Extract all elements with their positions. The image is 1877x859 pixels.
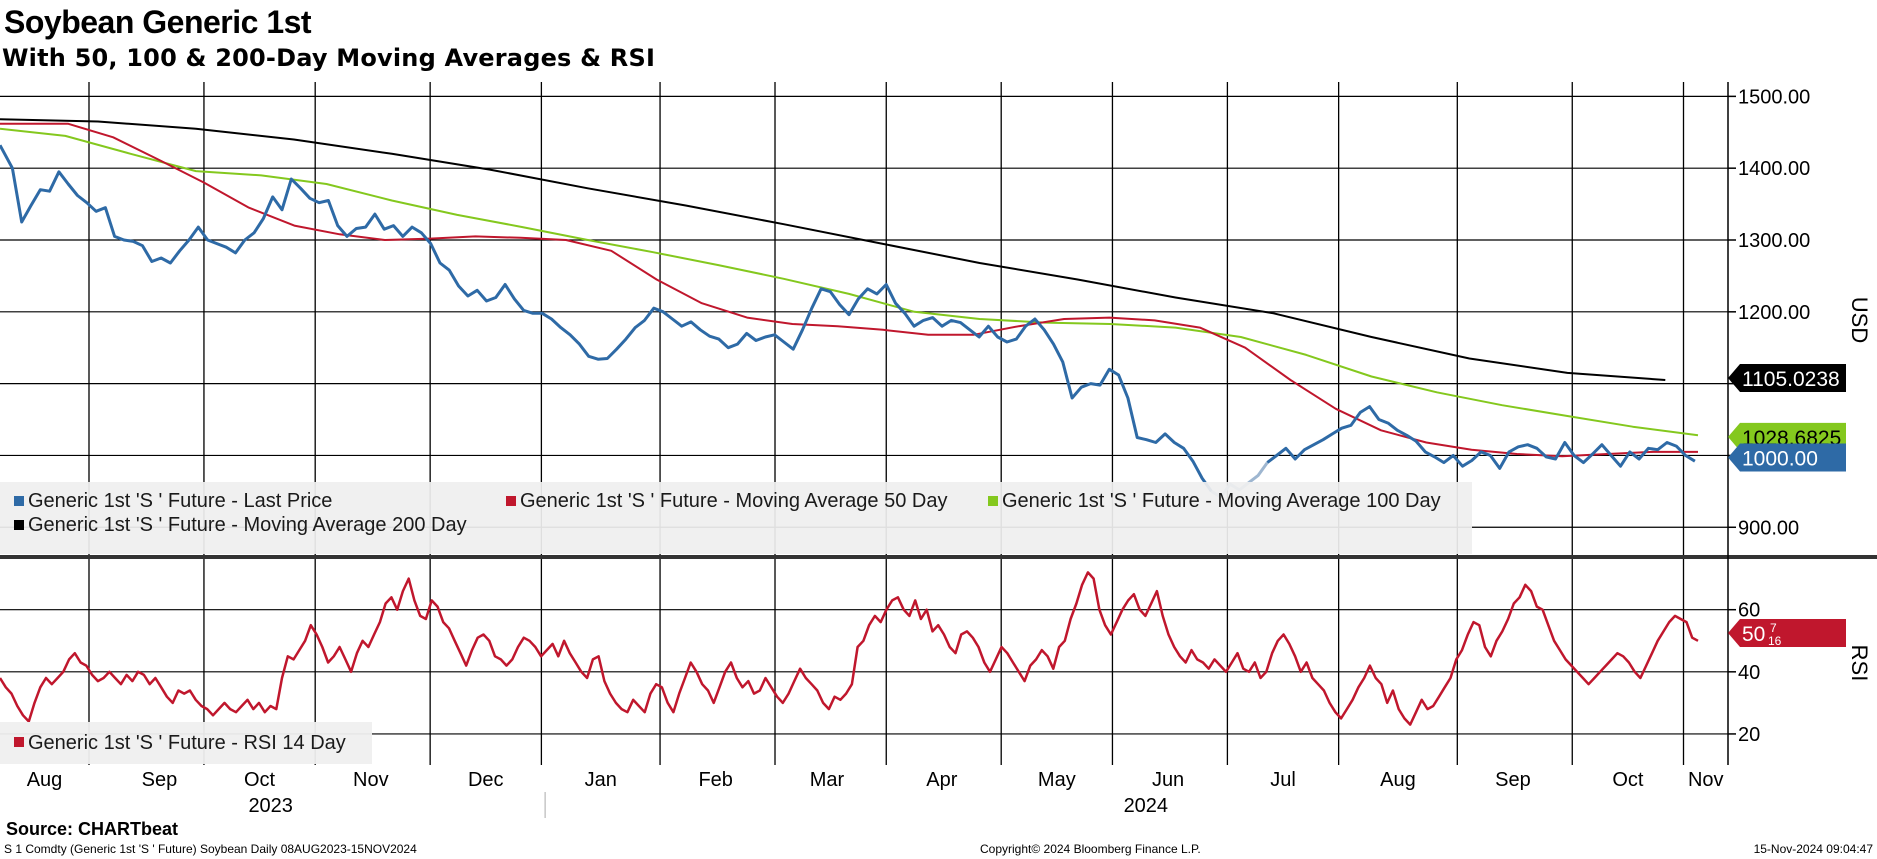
rsi-legend-box [0, 722, 372, 764]
legend-label-ma50: Generic 1st 'S ' Future - Moving Average… [520, 490, 947, 512]
series-line-price [0, 144, 1213, 493]
rsi-flag-den: 16 [1768, 634, 1782, 648]
chart-subtitle: With 50, 100 & 200-Day Moving Averages &… [2, 44, 656, 72]
series-lines [0, 118, 1699, 726]
x-year-label: 2023 [248, 795, 293, 817]
price-tick-label: 1400.00 [1738, 158, 1810, 180]
price-tick-label: 1200.00 [1738, 302, 1810, 324]
x-month-label: Feb [698, 769, 732, 791]
flag-shape [1728, 443, 1846, 472]
series-line-ma50 [0, 122, 1698, 458]
footer-copyright: Copyright© 2024 Bloomberg Finance L.P. [980, 842, 1201, 856]
rsi-tick-label: 20 [1738, 724, 1760, 746]
legend: Generic 1st 'S ' Future - Last Price Gene… [0, 482, 1472, 764]
legend-swatch-ma100 [988, 496, 998, 506]
flag-label-ma200: 1105.0238 [1742, 368, 1840, 391]
legend-label-ma100: Generic 1st 'S ' Future - Moving Average… [1002, 490, 1441, 512]
legend-label-price: Generic 1st 'S ' Future - Last Price [28, 490, 332, 512]
x-year-label: 2024 [1124, 795, 1169, 817]
x-month-label: Aug [27, 769, 63, 791]
chart-title: Soybean Generic 1st [4, 4, 312, 40]
source-note: Source: CHARTbeat [6, 819, 179, 839]
x-month-label: Sep [142, 769, 178, 791]
price-tick-label: 1300.00 [1738, 230, 1810, 252]
x-month-label: Oct [1612, 769, 1644, 791]
series-line-ma100 [0, 127, 1699, 437]
flag-shape [1728, 619, 1846, 647]
legend-swatch-ma200 [14, 520, 24, 530]
grid [0, 82, 1728, 765]
x-month-label: Aug [1380, 769, 1416, 791]
series-line-rsi [0, 571, 1699, 726]
last-value-flag-rsi: 50 716 [1728, 619, 1846, 648]
flag-label-price: 1000.00 [1742, 447, 1818, 470]
legend-label-ma200: Generic 1st 'S ' Future - Moving Average… [28, 514, 467, 536]
x-month-label: Apr [926, 769, 957, 791]
x-month-label: Oct [244, 769, 276, 791]
footer-timestamp: 15-Nov-2024 09:04:47 [1753, 842, 1873, 856]
rsi-flag-num: 7 [1770, 621, 1777, 635]
legend-swatch-price [14, 496, 24, 506]
footer-ticker: S 1 Comdty (Generic 1st 'S ' Future) Soy… [4, 842, 417, 856]
x-month-label: Sep [1495, 769, 1531, 791]
price-tick-label: 900.00 [1738, 517, 1799, 539]
flag-shape [1728, 364, 1846, 393]
last-value-flag-price: 1000.00 [1728, 443, 1846, 472]
x-month-label: Jan [585, 769, 617, 791]
x-month-label: Jul [1270, 769, 1296, 791]
legend-swatch-rsi [14, 737, 24, 747]
x-month-label: Mar [810, 769, 845, 791]
x-month-label: Nov [1688, 769, 1724, 791]
legend-label-rsi: Generic 1st 'S ' Future - RSI 14 Day [28, 732, 346, 754]
rsi-tick-label: 40 [1738, 662, 1760, 684]
legend-swatch-ma50 [506, 496, 516, 506]
rsi-tick-label: 60 [1738, 600, 1760, 622]
panel-separator [0, 555, 1877, 559]
axes: 900.001000.001100.001200.001300.001400.0… [0, 82, 1877, 818]
price-tick-label: 1500.00 [1738, 86, 1810, 108]
x-month-label: May [1038, 769, 1076, 791]
price-legend-box [0, 482, 1472, 554]
rsi-flag-whole: 50 [1742, 623, 1765, 646]
price-axis-title: USD [1847, 297, 1872, 343]
series-line-price [1266, 405, 1696, 470]
rsi-axis-title: RSI [1847, 645, 1872, 682]
x-month-label: Dec [468, 769, 504, 791]
x-month-label: Nov [353, 769, 389, 791]
series-line-ma200 [0, 118, 1666, 381]
last-value-flag-ma200: 1105.0238 [1728, 364, 1846, 393]
x-month-label: Jun [1152, 769, 1184, 791]
